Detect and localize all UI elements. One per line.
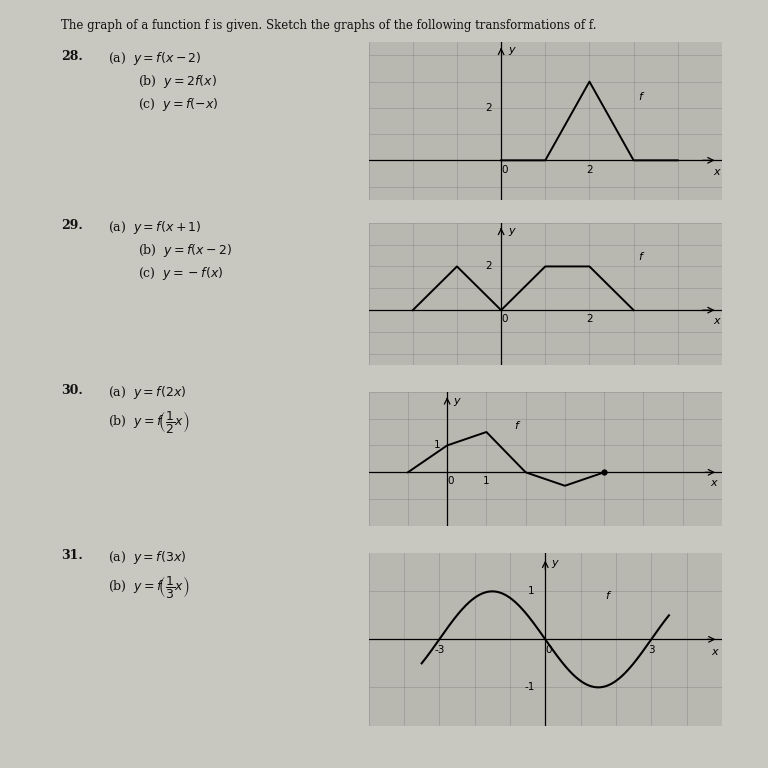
Text: $y$: $y$ (508, 45, 517, 57)
Text: $f$: $f$ (638, 250, 645, 262)
Text: 31.: 31. (61, 549, 83, 562)
Text: 2: 2 (586, 314, 593, 324)
Text: 2: 2 (485, 103, 492, 113)
Text: $f$: $f$ (605, 588, 613, 601)
Text: $x$: $x$ (710, 478, 719, 488)
Text: 1: 1 (433, 440, 440, 451)
Text: (b)  $y = f\!\left(\dfrac{1}{2}x\right)$: (b) $y = f\!\left(\dfrac{1}{2}x\right)$ (108, 409, 189, 435)
Text: $y$: $y$ (508, 226, 517, 238)
Text: 0: 0 (545, 645, 552, 655)
Text: (a)  $y = f(3x)$: (a) $y = f(3x)$ (108, 549, 186, 566)
Text: (a)  $y = f(x+1)$: (a) $y = f(x+1)$ (108, 219, 201, 236)
Text: $y$: $y$ (453, 396, 462, 408)
Text: 30.: 30. (61, 384, 83, 397)
Text: 2: 2 (485, 261, 492, 271)
Text: -3: -3 (434, 645, 445, 655)
Text: -1: -1 (525, 682, 535, 693)
Text: $f$: $f$ (514, 419, 521, 432)
Text: 1: 1 (528, 586, 535, 597)
Text: $x$: $x$ (711, 647, 720, 657)
Text: The graph of a function f is given. Sketch the graphs of the following transform: The graph of a function f is given. Sket… (61, 19, 597, 32)
Text: (a)  $y = f(x-2)$: (a) $y = f(x-2)$ (108, 50, 201, 67)
Text: (a)  $y = f(2x)$: (a) $y = f(2x)$ (108, 384, 186, 401)
Text: 28.: 28. (61, 50, 83, 63)
Text: (b)  $y = 2f(x)$: (b) $y = 2f(x)$ (138, 73, 217, 90)
Text: $x$: $x$ (713, 167, 722, 177)
Text: 0: 0 (447, 476, 454, 486)
Text: (b)  $y = f(x-2)$: (b) $y = f(x-2)$ (138, 242, 233, 259)
Text: 3: 3 (648, 645, 654, 655)
Text: 29.: 29. (61, 219, 83, 232)
Text: (c)  $y = f(-x)$: (c) $y = f(-x)$ (138, 96, 219, 113)
Text: (c)  $y = -f(x)$: (c) $y = -f(x)$ (138, 265, 223, 282)
Text: $f$: $f$ (638, 90, 645, 102)
Text: $y$: $y$ (551, 558, 560, 570)
Text: (b)  $y = f\!\left(\dfrac{1}{3}x\right)$: (b) $y = f\!\left(\dfrac{1}{3}x\right)$ (108, 574, 189, 600)
Text: 0: 0 (502, 314, 508, 324)
Text: $x$: $x$ (713, 316, 722, 326)
Text: 2: 2 (586, 165, 593, 175)
Text: 1: 1 (483, 476, 490, 486)
Text: 0: 0 (502, 165, 508, 175)
